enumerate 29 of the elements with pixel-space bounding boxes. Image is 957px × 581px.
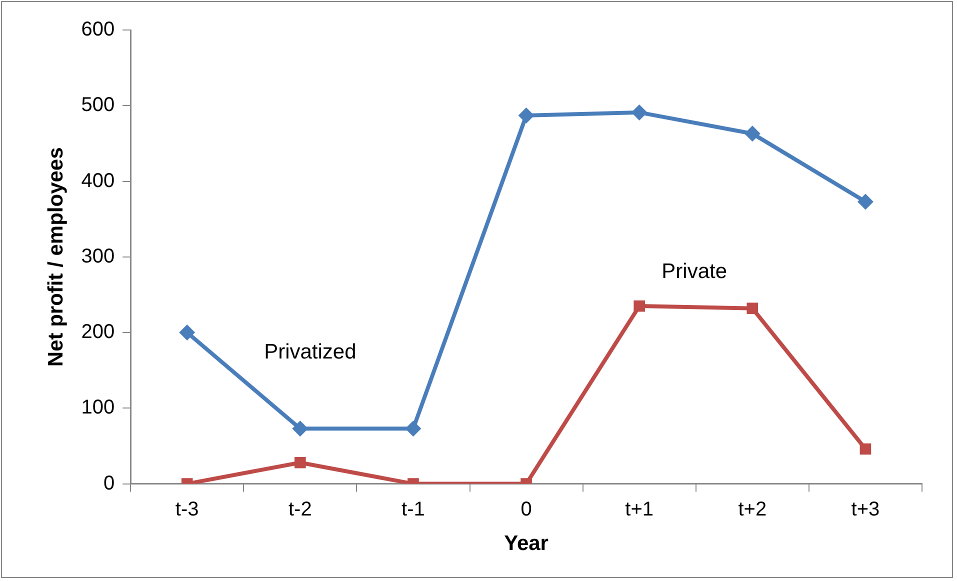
y-tick-label: 100 <box>81 396 115 419</box>
point <box>631 104 648 120</box>
y-tick-label: 300 <box>81 245 115 268</box>
x-tick-label: t-2 <box>288 498 312 520</box>
series-label: Privatized <box>264 340 356 364</box>
y-tick-label: 400 <box>81 170 115 192</box>
y-tick-label: 200 <box>81 321 115 344</box>
x-tick-label: t-1 <box>402 498 425 520</box>
y-tick-label: 0 <box>103 472 115 494</box>
y-axis-title: Net profit / employees <box>44 147 68 367</box>
point <box>405 420 422 437</box>
point <box>634 300 646 312</box>
point <box>179 324 196 341</box>
x-tick-label: t+2 <box>738 498 767 520</box>
y-tick-label: 600 <box>81 18 115 41</box>
point <box>857 194 874 210</box>
x-tick-label: t-3 <box>175 498 199 520</box>
x-tick-label: t+3 <box>851 498 880 520</box>
x-tick-label: 0 <box>520 498 532 520</box>
y-tick-label: 500 <box>81 94 115 116</box>
point <box>744 126 760 142</box>
point <box>518 107 534 124</box>
point <box>292 420 308 437</box>
x-tick-label: t+1 <box>625 498 654 520</box>
point <box>860 443 872 455</box>
point <box>294 456 306 468</box>
series-label: Private <box>662 260 728 283</box>
point <box>746 302 758 314</box>
x-axis-title: Year <box>504 532 548 556</box>
